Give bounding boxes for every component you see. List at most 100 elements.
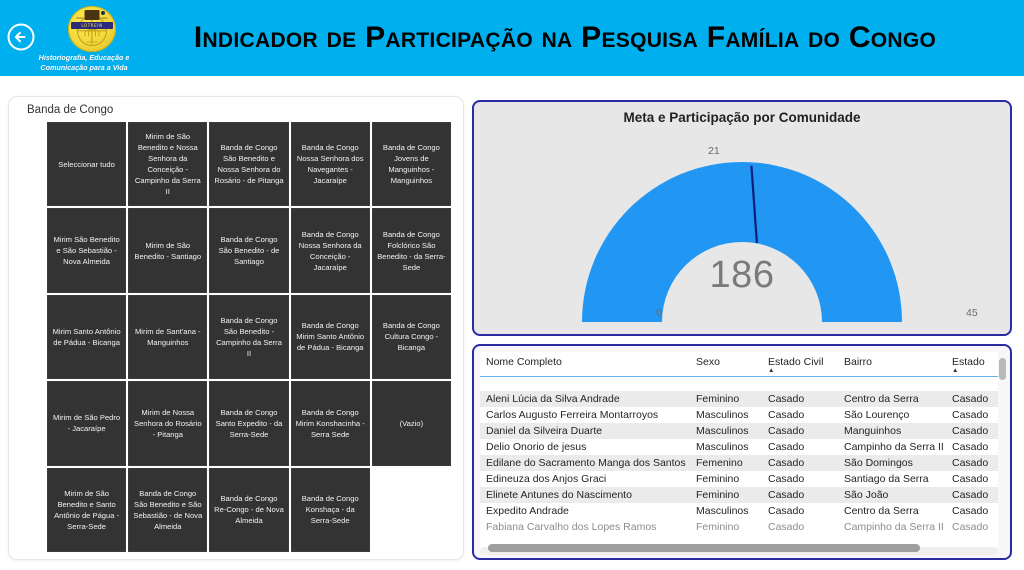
- slicer-tile[interactable]: Banda de Congo Nossa Senhora dos Navegan…: [290, 122, 370, 207]
- slicer-tile[interactable]: Mirim São Benedito e São Sebastião - Nov…: [47, 208, 127, 293]
- column-header-estado-civil[interactable]: Estado Civil ▲: [762, 352, 838, 377]
- slicer-tile[interactable]: Banda de Congo São Benedito - de Santiag…: [209, 208, 289, 293]
- cell-estado: Casado: [946, 470, 998, 487]
- table-row[interactable]: Elinete Antunes do Nascimento Feminino Cas…: [480, 486, 998, 503]
- table-row[interactable]: Aleni Lúcia da Silva Andrade Feminino Casa…: [480, 390, 998, 407]
- cell-bairro: São Domingos: [838, 454, 946, 471]
- slicer-tile[interactable]: Mirim Santo Antônio de Pádua - Bicanga: [47, 294, 127, 380]
- cell-estado: Casado: [946, 518, 998, 535]
- table-cell: [690, 376, 762, 391]
- cell-bairro: São Lourenço: [838, 406, 946, 423]
- gauge-target-label: 21: [708, 145, 720, 157]
- cell-nome-completo: Edilane do Sacramento Manga dos Santos: [480, 454, 690, 471]
- cell-nome-completo: Daniel da Silveira Duarte: [480, 422, 690, 439]
- cell-estado-civil: Casado: [762, 454, 838, 471]
- logo-tagline: Historiografia, Educação e Comunicação p…: [38, 53, 130, 72]
- cell-sexo: Masculinos: [690, 502, 762, 519]
- cell-sexo: Masculinos: [690, 406, 762, 423]
- table-vertical-scrollbar-track[interactable]: [999, 352, 1008, 542]
- cell-estado-civil: Casado: [762, 470, 838, 487]
- gauge-chart-title: Meta e Participação por Comunidade: [623, 110, 861, 125]
- cell-estado-civil: Casado: [762, 406, 838, 423]
- slicer-tile-grid: Seleccionar tudo Mirim de São Benedito e …: [47, 122, 451, 552]
- slicer-tile[interactable]: Banda de Congo Santo Expedito - da Serra…: [209, 381, 289, 466]
- cell-estado: Casado: [946, 438, 998, 455]
- cell-estado: Casado: [946, 486, 998, 503]
- cell-estado-civil: Casado: [762, 502, 838, 519]
- gauge-chart-card: Meta e Participação por Comunidade 0 45 …: [472, 100, 1012, 336]
- table-row-partially-visible[interactable]: Fabiana Carvalho dos Lopes Ramos Feminino…: [480, 518, 998, 535]
- cell-estado-civil: Casado: [762, 438, 838, 455]
- slicer-tile[interactable]: Mirim de Nossa Senhora do Rosário - Pita…: [128, 381, 208, 466]
- table-horizontal-scrollbar-track[interactable]: [480, 544, 998, 555]
- slicer-tile[interactable]: Banda de Congo Mirim Santo Antônio de Pá…: [290, 294, 370, 380]
- cell-estado: Casado: [946, 390, 998, 407]
- slicer-tile[interactable]: Mirim de São Pedro - Jacaraípe: [47, 381, 127, 466]
- cell-nome-completo: Delio Onorio de jesus: [480, 438, 690, 455]
- participants-table-viewport[interactable]: Nome Completo Sexo Estado Civil ▲ Bairro: [480, 352, 998, 550]
- column-header-sexo[interactable]: Sexo: [690, 352, 762, 377]
- cell-bairro: Centro da Serra: [838, 390, 946, 407]
- column-header-nome-completo[interactable]: Nome Completo: [480, 352, 690, 377]
- cell-sexo: Feminino: [690, 470, 762, 487]
- table-row[interactable]: Edineuza dos Anjos Graci Feminino Casado Sa…: [480, 470, 998, 487]
- logo-accent-dot-icon: [100, 11, 105, 16]
- cell-bairro: Campinho da Serra II: [838, 518, 946, 535]
- logo-band-text: LOTREIN: [70, 21, 114, 29]
- page-footer-strip: [0, 562, 1024, 570]
- logo-micro-text: Historiografia Educação: [76, 17, 108, 21]
- slicer-tile[interactable]: Banda de Congo Folclórico São Benedito -…: [371, 208, 451, 293]
- sort-ascending-icon: ▲: [768, 367, 775, 374]
- slicer-tile[interactable]: Mirim de São Benedito e Santo Antônio de…: [47, 467, 127, 552]
- cell-sexo: Femenino: [690, 454, 762, 471]
- organization-logo: Historiografia Educação LOTREIN Historio…: [39, 6, 140, 72]
- slicer-tile[interactable]: Mirim de São Benedito e Nossa Senhora da…: [128, 122, 208, 207]
- table-blank-row: [480, 376, 998, 391]
- slicer-tile[interactable]: Mirim de Sant'ana - Manguinhos: [128, 294, 208, 380]
- sort-ascending-icon: ▲: [952, 367, 959, 374]
- table-horizontal-scrollbar-thumb[interactable]: [488, 544, 920, 552]
- table-row[interactable]: Daniel da Silveira Duarte Masculinos Casad…: [480, 422, 998, 439]
- cell-sexo: Masculinos: [690, 438, 762, 455]
- participants-table-body: Aleni Lúcia da Silva Andrade Feminino Casa…: [480, 376, 998, 535]
- cell-nome-completo: Elinete Antunes do Nascimento: [480, 486, 690, 503]
- table-row[interactable]: Expedito Andrade Masculinos Casado Centro d…: [480, 502, 998, 519]
- gauge-target-marker: [750, 165, 758, 243]
- cell-sexo: Masculinos: [690, 422, 762, 439]
- cell-estado-civil: Casado: [762, 422, 838, 439]
- slicer-tile[interactable]: Banda de Congo Nossa Senhora da Conceiçã…: [290, 208, 370, 293]
- slicer-tile-select-all[interactable]: Seleccionar tudo: [47, 122, 127, 207]
- column-label: Nome Completo: [486, 356, 562, 368]
- cell-nome-completo: Edineuza dos Anjos Graci: [480, 470, 690, 487]
- back-navigation-button[interactable]: [6, 22, 36, 52]
- slicer-tile[interactable]: Banda de Congo Mirim Konshacinha - Serra…: [290, 381, 370, 466]
- slicer-tile[interactable]: Banda de Congo Jovens de Manguinhos - Ma…: [371, 122, 451, 207]
- circle-left-arrow-icon: [7, 23, 35, 51]
- slicer-tile[interactable]: (Vazio): [371, 381, 451, 466]
- slicer-tile[interactable]: Banda de Congo São Benedito e Nossa Senh…: [209, 122, 289, 207]
- cell-estado: Casado: [946, 502, 998, 519]
- slicer-tile[interactable]: Banda de Congo Konshaça - da Serra-Sede: [290, 467, 370, 552]
- table-header-row: Nome Completo Sexo Estado Civil ▲ Bairro: [480, 352, 998, 377]
- cell-estado-civil: Casado: [762, 486, 838, 503]
- menorah-icon: [84, 27, 100, 43]
- table-row[interactable]: Edilane do Sacramento Manga dos Santos Fe…: [480, 454, 998, 471]
- table-row[interactable]: Carlos Augusto Ferreira Montarroyos Mascu…: [480, 406, 998, 423]
- gauge-arc: [582, 162, 902, 322]
- gauge-min-label: 0: [656, 307, 662, 319]
- column-label: Bairro: [844, 356, 873, 368]
- column-header-estado[interactable]: Estado ▲: [946, 352, 998, 377]
- slicer-tile[interactable]: Banda de Congo Re-Congo - de Nova Almeid…: [209, 467, 289, 552]
- table-vertical-scrollbar-thumb[interactable]: [999, 358, 1006, 380]
- cell-estado-civil: Casado: [762, 518, 838, 535]
- participants-table: Nome Completo Sexo Estado Civil ▲ Bairro: [480, 352, 998, 535]
- cell-bairro: São João: [838, 486, 946, 503]
- column-header-bairro[interactable]: Bairro: [838, 352, 946, 377]
- table-row[interactable]: Delio Onorio de jesus Masculinos Casado Cam…: [480, 438, 998, 455]
- cell-nome-completo: Fabiana Carvalho dos Lopes Ramos: [480, 518, 690, 535]
- slicer-tile[interactable]: Mirim de São Benedito - Santiago: [128, 208, 208, 293]
- slicer-tile[interactable]: Banda de Congo São Benedito e São Sebast…: [128, 467, 208, 552]
- slicer-tile[interactable]: Banda de Congo São Benedito - Campinho d…: [209, 294, 289, 380]
- slicer-tile[interactable]: Banda de Congo Cultura Congo - Bicanga: [371, 294, 451, 380]
